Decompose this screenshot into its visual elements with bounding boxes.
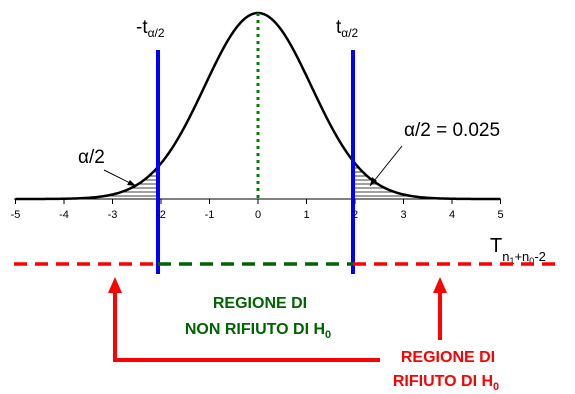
tick-label: 3 [400,209,406,221]
right-tail-arrow [369,145,403,187]
reject-arrow-right-head [433,277,447,293]
left-tail-label: α/2 [78,147,105,168]
reject-region-line2: RIFIUTO DI H0 [393,373,499,393]
reject-region-line1: REGIONE DI [401,349,495,366]
neg-critical-label: -tα/2 [136,17,165,40]
accept-region-line2: NON RIFIUTO DI H0 [185,321,331,341]
tick-label: 5 [497,209,503,221]
x-axis-ticks: -5 -4 -3 -2 -1 0 1 2 3 4 5 [11,199,504,221]
tick-label: -4 [59,209,69,221]
tick-label: -3 [108,209,118,221]
right-tail-arrowhead [370,177,377,186]
tick-label: 2 [352,209,358,221]
reject-arrow-left-path [113,290,380,362]
left-tail-arrowhead [127,180,136,186]
tick-label: 0 [255,209,261,221]
tick-label: -1 [205,209,215,221]
right-tail-label: α/2 = 0.025 [404,120,500,141]
tick-label: 1 [303,209,309,221]
tick-label: 4 [449,209,455,221]
accept-region-line1: REGIONE DI [213,295,307,312]
reject-arrow-left-head [108,277,122,293]
tick-label: -5 [11,209,21,221]
distribution-label: Tn1+n0-2 [490,235,546,266]
pos-critical-label: tα/2 [336,17,359,40]
tick-label: -2 [156,209,166,221]
